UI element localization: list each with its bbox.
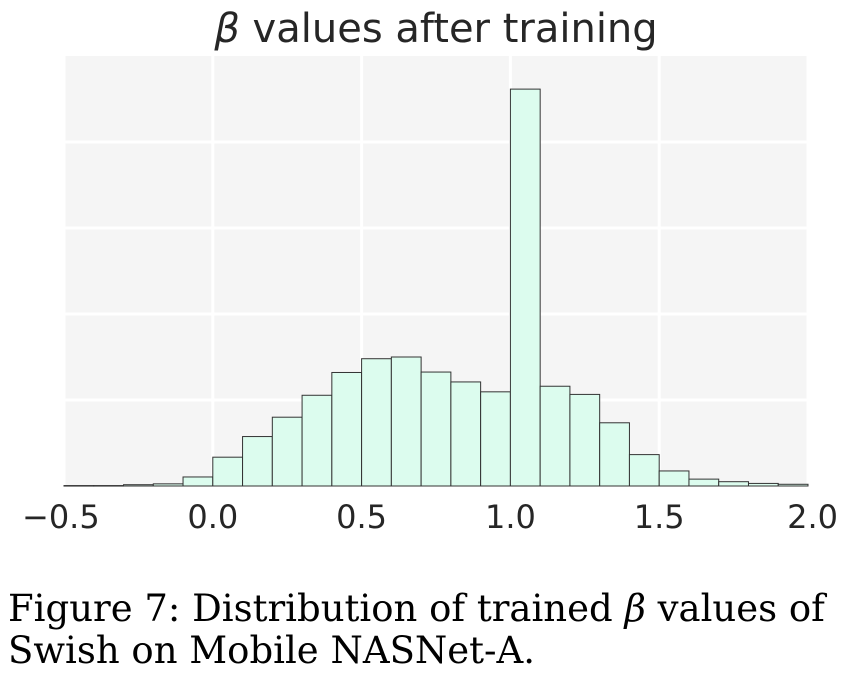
x-tick-label: 0.5 [336,498,387,536]
histogram-bar [420,371,452,487]
histogram-bar [271,416,303,487]
x-tick-label: 1.0 [485,498,536,536]
caption-symbol: β [624,587,646,630]
histogram-bar [747,482,779,487]
histogram-bar [390,356,422,487]
histogram-chart: β values after training −0.5 0.0 0.5 1.0 1.5… [22,6,838,536]
x-tick-label: 2.0 [787,498,838,536]
histogram-bar [450,381,482,487]
histogram-bar [93,485,125,487]
chart-title-symbol: β [213,6,240,52]
histogram-bar [688,478,720,487]
histogram-bar [182,476,214,487]
histogram-bar [242,436,273,487]
histogram-bar [509,88,541,487]
histogram-bar [569,393,601,487]
histogram-bar [301,394,333,487]
chart-title: β values after training [213,6,657,52]
histogram-bar [777,483,809,487]
histogram-bar [628,454,660,487]
histogram-bars [63,88,809,487]
histogram-bar [539,385,571,487]
grid-lines [62,56,810,486]
histogram-bar [718,481,749,487]
x-tick-label: −0.5 [22,498,100,536]
x-axis-ticks: −0.5 0.0 0.5 1.0 1.5 2.0 [22,498,838,536]
histogram-bar [599,422,630,487]
histogram-bar [480,391,511,487]
histogram-bar [152,483,184,487]
histogram-bar [212,456,244,487]
caption-prefix: Figure 7: Distribution of trained [8,587,625,630]
histogram-bar [361,358,392,487]
histogram-bar [123,484,154,487]
x-tick-label: 0.0 [187,498,238,536]
chart-title-text: values after training [240,6,658,52]
x-tick-label: 1.5 [634,498,685,536]
histogram-bar [658,470,690,487]
histogram-bar [63,485,95,487]
caption-suffix: values of Swish on Mobile NASNet-A. [8,587,825,672]
figure-caption: Figure 7: Distribution of trained β valu… [8,588,858,672]
histogram-bar [331,371,363,487]
